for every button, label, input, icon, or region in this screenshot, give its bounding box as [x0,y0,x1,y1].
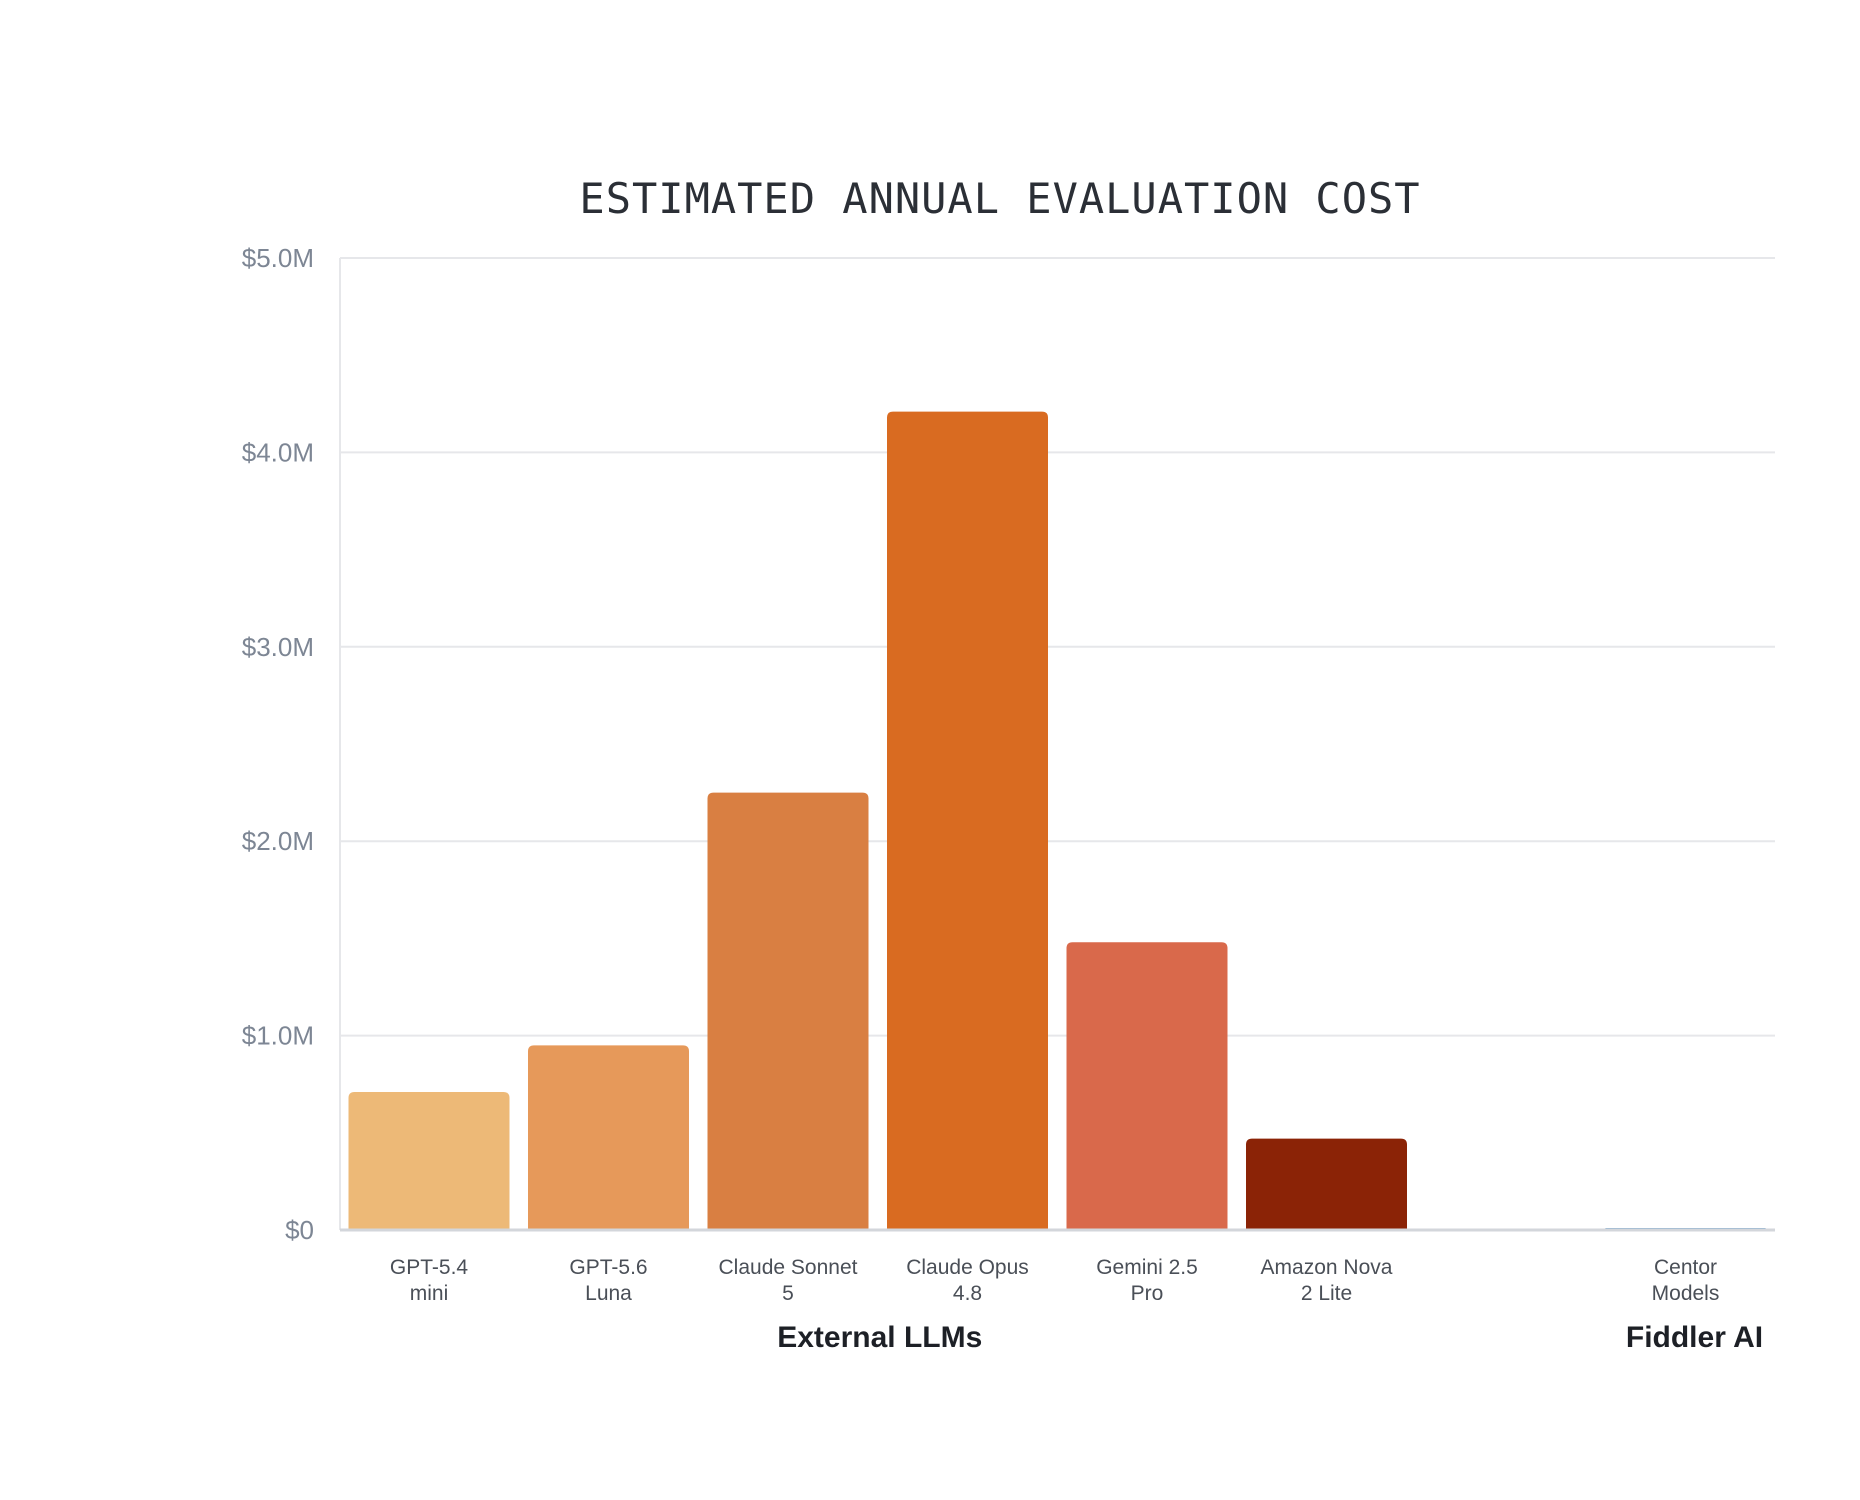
bar [1066,942,1228,1230]
bar [528,1045,689,1230]
x-tick-label: Amazon Nova [1261,1256,1393,1279]
y-tick-label: $4.0M [242,437,314,467]
group-label: Fiddler AI [1626,1321,1763,1354]
x-tick-label: Models [1652,1282,1720,1305]
x-tick-label: Gemini 2.5 [1096,1256,1198,1279]
bar [707,792,869,1230]
y-tick-label: $5.0M [242,243,314,273]
x-tick-label: 2 Lite [1301,1282,1352,1305]
x-tick-label: Claude Sonnet [719,1256,858,1279]
axes [339,258,1775,1232]
y-tick-label: $2.0M [242,826,314,856]
y-tick-label: $0 [285,1215,314,1245]
x-tick-label: Claude Opus [906,1256,1029,1279]
bar [348,1091,510,1230]
x-tick-label: 4.8 [953,1282,982,1305]
x-tick-label: Pro [1131,1282,1164,1305]
group-labels: External LLMs Fiddler AI [777,1321,1763,1354]
y-tick-label: $1.0M [242,1021,314,1051]
bar [1246,1138,1407,1230]
y-axis-ticks: $0 $1.0M $2.0M $3.0M $4.0M $5.0M [242,243,314,1245]
y-tick-label: $3.0M [242,632,314,662]
x-tick-label: GPT-5.6 [569,1256,647,1279]
x-tick-label: Centor [1654,1256,1717,1279]
chart-title: ESTIMATED ANNUAL EVALUATION COST [579,174,1420,223]
x-axis-ticks: GPT-5.4 mini GPT-5.6 Luna Claude Sonnet 5 Clau… [390,1256,1719,1305]
x-tick-label: mini [410,1282,449,1305]
x-tick-label: Luna [585,1282,632,1305]
group-label: External LLMs [777,1321,982,1354]
x-tick-label: GPT-5.4 [390,1256,469,1279]
gridlines [340,257,1775,1037]
bar [887,411,1048,1230]
x-tick-label: 5 [782,1282,794,1305]
bars [348,411,1766,1230]
